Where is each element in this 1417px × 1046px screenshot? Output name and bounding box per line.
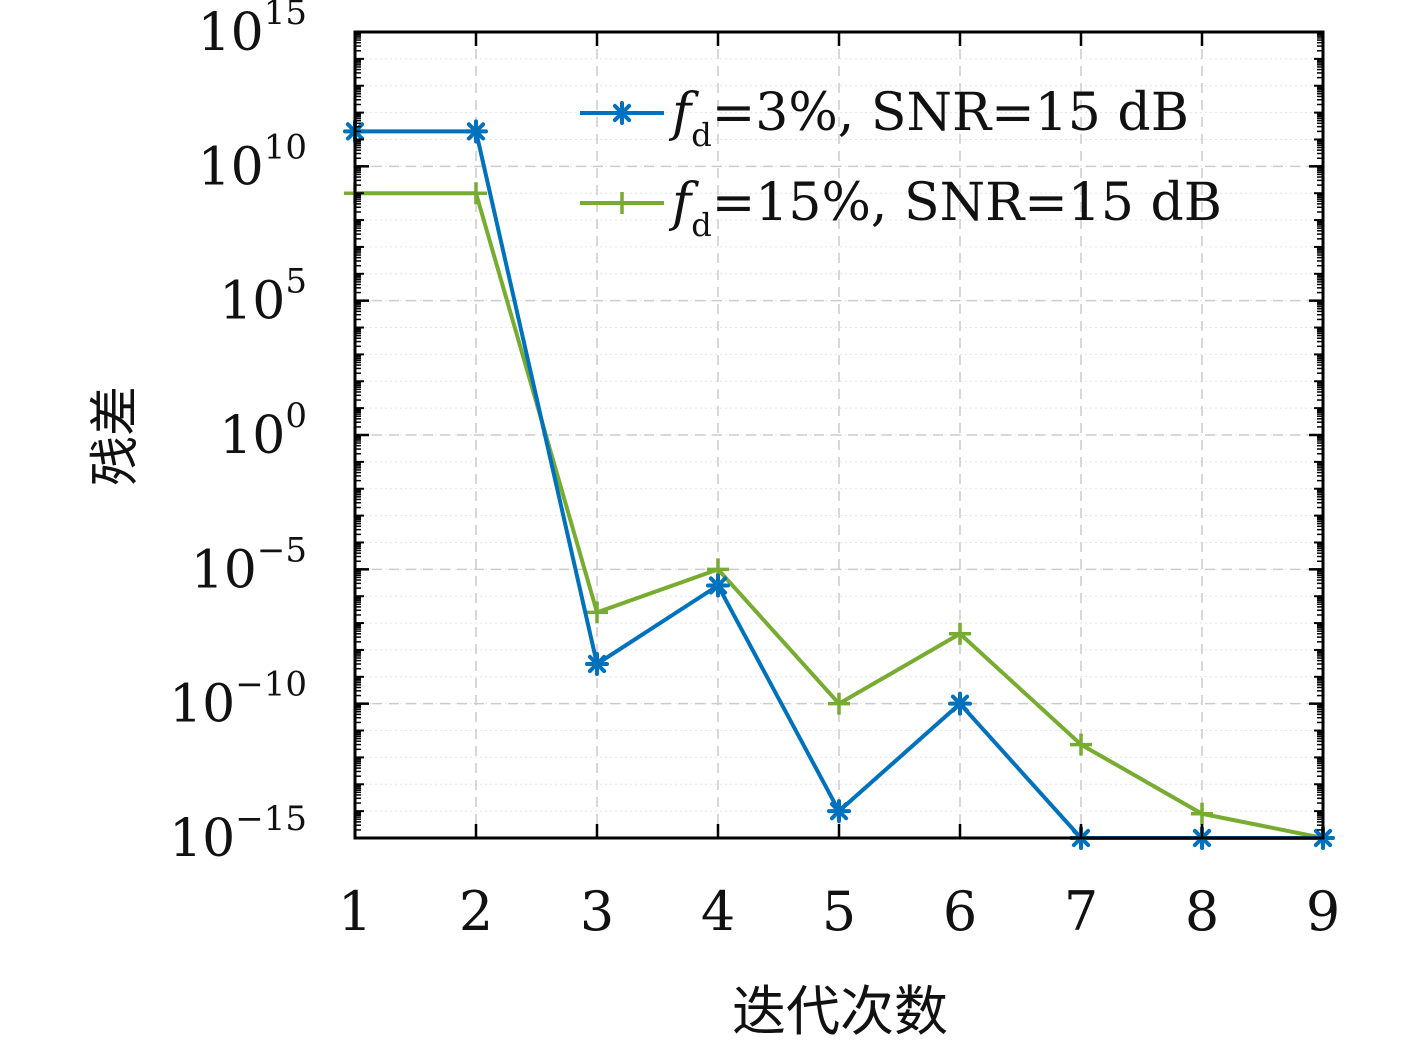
- y-tick-base: 10: [198, 137, 264, 197]
- y-tick-label: 100: [219, 396, 307, 466]
- y-tick-exponent: 10: [264, 127, 307, 167]
- asterisk-marker: [610, 101, 634, 125]
- y-tick-exponent: −5: [257, 530, 307, 570]
- y-tick-base: 10: [198, 3, 264, 63]
- legend-label-text: =3%, SNR=15 dB: [712, 83, 1189, 143]
- y-tick-base: 10: [169, 675, 235, 735]
- asterisk-marker: [827, 799, 851, 824]
- x-tick-label: 1: [338, 880, 372, 943]
- grid-layer: [354, 31, 1324, 839]
- legend: fd=3%, SNR=15 dB fd=15%, SNR=15 dB: [580, 83, 1222, 244]
- asterisk-marker: [948, 691, 972, 716]
- asterisk-marker: [585, 651, 609, 676]
- y-tick-label: 1010: [198, 127, 307, 197]
- x-axis-title: 迭代次数: [732, 980, 948, 1043]
- plus-marker: [1191, 802, 1213, 825]
- legend-label: fd=15%, SNR=15 dB: [668, 173, 1222, 244]
- plus-marker: [1070, 733, 1092, 756]
- y-tick-label: 10−5: [191, 530, 307, 600]
- y-tick-label: 10−15: [169, 799, 307, 869]
- y-tick-label: 10−10: [169, 665, 307, 735]
- plus-marker: [611, 192, 633, 214]
- y-axis-title: 残差: [86, 386, 144, 486]
- asterisk-marker: [464, 119, 488, 144]
- legend-label-text: =15%, SNR=15 dB: [712, 173, 1222, 233]
- y-tick-label: 1015: [198, 0, 307, 63]
- x-tick-label: 3: [580, 880, 614, 943]
- x-tick-label: 8: [1185, 880, 1219, 943]
- y-tick-base: 10: [191, 540, 257, 600]
- y-tick-exponent: 0: [285, 396, 307, 436]
- y-tick-base: 10: [169, 809, 235, 869]
- y-tick-exponent: −10: [235, 665, 307, 705]
- asterisk-marker: [706, 573, 730, 598]
- y-tick-exponent: −15: [235, 799, 307, 839]
- x-tick-label: 4: [701, 880, 735, 943]
- legend-entry: fd=3%, SNR=15 dB: [580, 83, 1189, 154]
- plus-marker: [949, 622, 971, 645]
- x-tick-label: 2: [459, 880, 493, 943]
- y-tick-exponent: 5: [285, 262, 307, 302]
- y-tick-base: 10: [219, 406, 285, 466]
- x-tick-label: 7: [1064, 880, 1098, 943]
- x-tick-label: 6: [943, 880, 977, 943]
- y-tick-label: 105: [219, 262, 307, 332]
- legend-label-subscript: d: [691, 206, 711, 244]
- plus-marker: [465, 182, 487, 205]
- x-tick-label: 5: [822, 880, 856, 943]
- legend-entry: fd=15%, SNR=15 dB: [580, 173, 1222, 244]
- plus-marker: [586, 601, 608, 624]
- legend-label: fd=3%, SNR=15 dB: [668, 83, 1189, 154]
- y-tick-base: 10: [219, 272, 285, 332]
- y-tick-exponent: 15: [264, 0, 307, 33]
- x-tick-label: 9: [1306, 880, 1340, 943]
- legend-label-subscript: d: [691, 116, 711, 154]
- plus-marker: [828, 692, 850, 715]
